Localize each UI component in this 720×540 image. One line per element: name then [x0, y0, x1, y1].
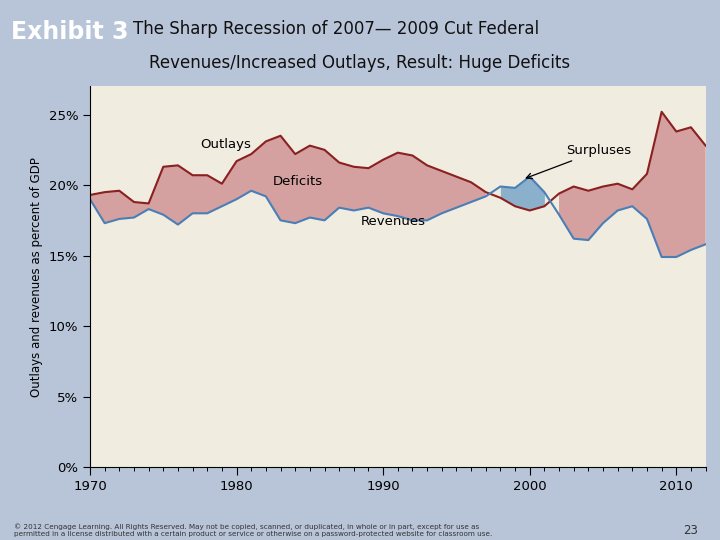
- Text: Exhibit 3: Exhibit 3: [11, 19, 128, 44]
- Text: © 2012 Cengage Learning. All Rights Reserved. May not be copied, scanned, or dup: © 2012 Cengage Learning. All Rights Rese…: [14, 524, 492, 537]
- Y-axis label: Outlays and revenues as percent of GDP: Outlays and revenues as percent of GDP: [30, 157, 43, 397]
- Text: Revenues: Revenues: [361, 214, 426, 227]
- Text: Revenues/Increased Outlays, Result: Huge Deficits: Revenues/Increased Outlays, Result: Huge…: [150, 54, 570, 72]
- Text: Outlays: Outlays: [200, 138, 251, 151]
- Text: The Sharp Recession of 2007— 2009 Cut Federal: The Sharp Recession of 2007— 2009 Cut Fe…: [133, 19, 539, 38]
- Text: 23: 23: [683, 524, 698, 537]
- Text: Deficits: Deficits: [273, 175, 323, 188]
- Text: Surpluses: Surpluses: [526, 144, 631, 179]
